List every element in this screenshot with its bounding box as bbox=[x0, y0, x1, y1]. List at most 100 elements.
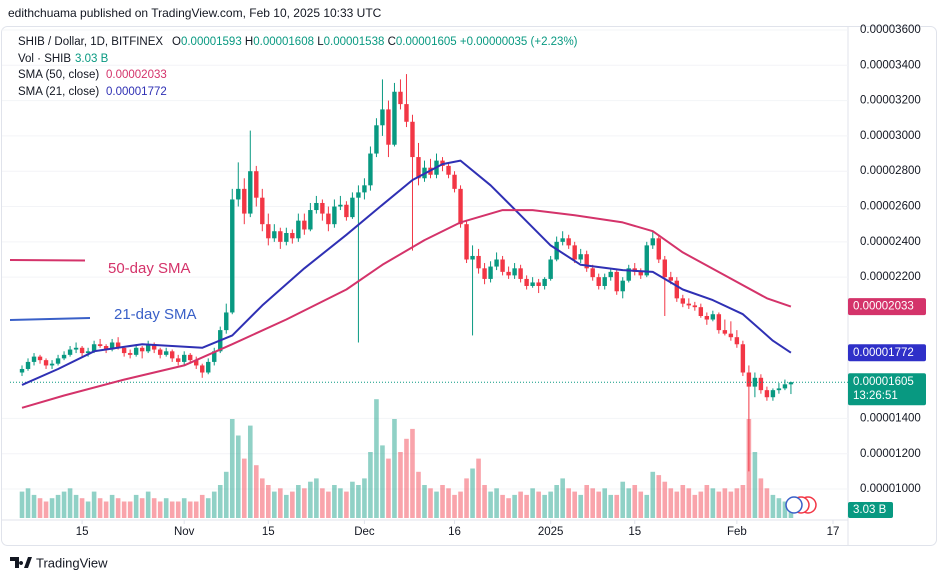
volume-bar bbox=[566, 488, 571, 518]
candle-body bbox=[668, 277, 673, 281]
volume-bar bbox=[308, 481, 313, 518]
volume-bar bbox=[284, 494, 289, 518]
candle-body bbox=[692, 305, 698, 308]
volume-bar bbox=[169, 501, 175, 518]
volume-bar bbox=[199, 494, 205, 518]
candle-body bbox=[19, 368, 25, 373]
volume-bar bbox=[187, 501, 193, 518]
candle-body bbox=[169, 351, 175, 359]
volume-bar bbox=[422, 485, 427, 518]
volume-bar bbox=[554, 485, 559, 518]
axis-layer: 0.00001000 0.00001200 0.00001400 0.00002200… bbox=[76, 24, 921, 538]
candle-body bbox=[740, 344, 746, 373]
sma-line bbox=[21, 159, 792, 386]
x-tick-label: Nov bbox=[174, 526, 195, 538]
x-tick-label: 17 bbox=[827, 526, 840, 538]
volume-bar bbox=[602, 488, 608, 518]
publisher: edithchuama published on TradingView.com… bbox=[8, 6, 382, 20]
volume-bar bbox=[320, 488, 325, 518]
candle-body bbox=[308, 210, 313, 230]
volume-bar bbox=[356, 485, 361, 518]
ohlc-key: L bbox=[317, 36, 324, 48]
candle-body bbox=[458, 188, 463, 225]
candle-body bbox=[206, 361, 211, 373]
candle-body bbox=[614, 271, 619, 292]
candle-body bbox=[194, 360, 199, 366]
flags bbox=[785, 496, 817, 514]
volume-bar bbox=[217, 485, 223, 518]
candle-body bbox=[224, 312, 229, 331]
candle-body bbox=[638, 271, 643, 276]
volume-value: 3.03 B bbox=[75, 53, 109, 65]
volume-bar bbox=[253, 465, 259, 518]
volume-bar bbox=[91, 491, 97, 518]
candle-body bbox=[266, 224, 271, 239]
sma-badge-bg bbox=[848, 344, 926, 362]
volume-bar bbox=[698, 491, 704, 518]
candle-body bbox=[626, 268, 631, 281]
candle-body bbox=[91, 344, 97, 352]
volume-label: Vol · SHIB bbox=[18, 53, 71, 65]
volume-bar bbox=[488, 491, 493, 518]
y-tick-label: 0.00002400 bbox=[860, 236, 921, 248]
candle-body bbox=[374, 125, 379, 154]
ohlc: O0.00001593 H0.00001608 L0.00001538 C0.0… bbox=[172, 36, 578, 48]
volume-bar bbox=[752, 452, 758, 518]
candle-body bbox=[734, 337, 740, 345]
candle-body bbox=[278, 231, 283, 242]
sma-badge-bg bbox=[848, 298, 926, 316]
price-badge: 0.00001605 bbox=[853, 376, 914, 388]
candle-body bbox=[662, 259, 667, 278]
candle-body bbox=[61, 354, 67, 359]
volume-bar bbox=[121, 501, 127, 518]
candle-body bbox=[121, 347, 127, 354]
candle-body bbox=[362, 185, 367, 193]
volume-bar bbox=[181, 498, 187, 518]
volume-bar bbox=[644, 494, 650, 518]
candle-body bbox=[200, 365, 205, 373]
volume-bar bbox=[584, 485, 589, 518]
volume-bar bbox=[404, 438, 409, 518]
x-tick-label: 15 bbox=[262, 526, 275, 538]
volume-bar bbox=[362, 478, 367, 518]
volume-bar bbox=[115, 498, 121, 518]
legend: SHIB / Dollar, 1D, BITFINEX O0.00001593 … bbox=[18, 36, 578, 98]
volume-bar bbox=[482, 485, 487, 518]
volume-bar bbox=[530, 488, 535, 518]
volume-bar bbox=[446, 488, 451, 518]
volume-bar bbox=[662, 481, 668, 518]
volume-bar bbox=[37, 498, 43, 518]
candle-body bbox=[145, 344, 151, 352]
ohlc-value: 0.00001608 bbox=[253, 36, 314, 48]
volume-bar bbox=[272, 491, 277, 518]
candle-body bbox=[212, 351, 217, 362]
candle-body bbox=[500, 259, 505, 272]
volume-bar bbox=[314, 478, 319, 518]
volume-bar bbox=[338, 488, 343, 518]
candle-body bbox=[728, 333, 734, 338]
candle-body bbox=[133, 347, 139, 355]
volume-bar bbox=[67, 488, 73, 518]
y-tick-label: 0.00001200 bbox=[860, 448, 921, 460]
y-tick-label: 0.00002200 bbox=[860, 271, 921, 283]
volume-badge-bg bbox=[848, 502, 893, 518]
volume-bar bbox=[626, 488, 632, 518]
candle-body bbox=[79, 347, 85, 354]
volume-bar bbox=[73, 494, 79, 518]
volume-badge: 3.03 B bbox=[853, 504, 887, 516]
candle-body bbox=[230, 199, 235, 313]
sma50-label: SMA (50, close) bbox=[18, 69, 99, 81]
candle-body bbox=[410, 121, 415, 158]
candle-body bbox=[254, 171, 259, 198]
candle-body bbox=[656, 238, 661, 260]
volume-bar bbox=[247, 425, 253, 518]
volume-bar bbox=[428, 488, 433, 518]
volume-bar bbox=[458, 491, 463, 518]
y-tick-label: 0.00003600 bbox=[860, 24, 921, 36]
volume-bar bbox=[560, 478, 565, 518]
candle-body bbox=[764, 390, 770, 398]
candle-body bbox=[698, 307, 704, 316]
candle-body bbox=[139, 347, 145, 352]
ohlc-value: 0.00001538 bbox=[324, 36, 385, 48]
